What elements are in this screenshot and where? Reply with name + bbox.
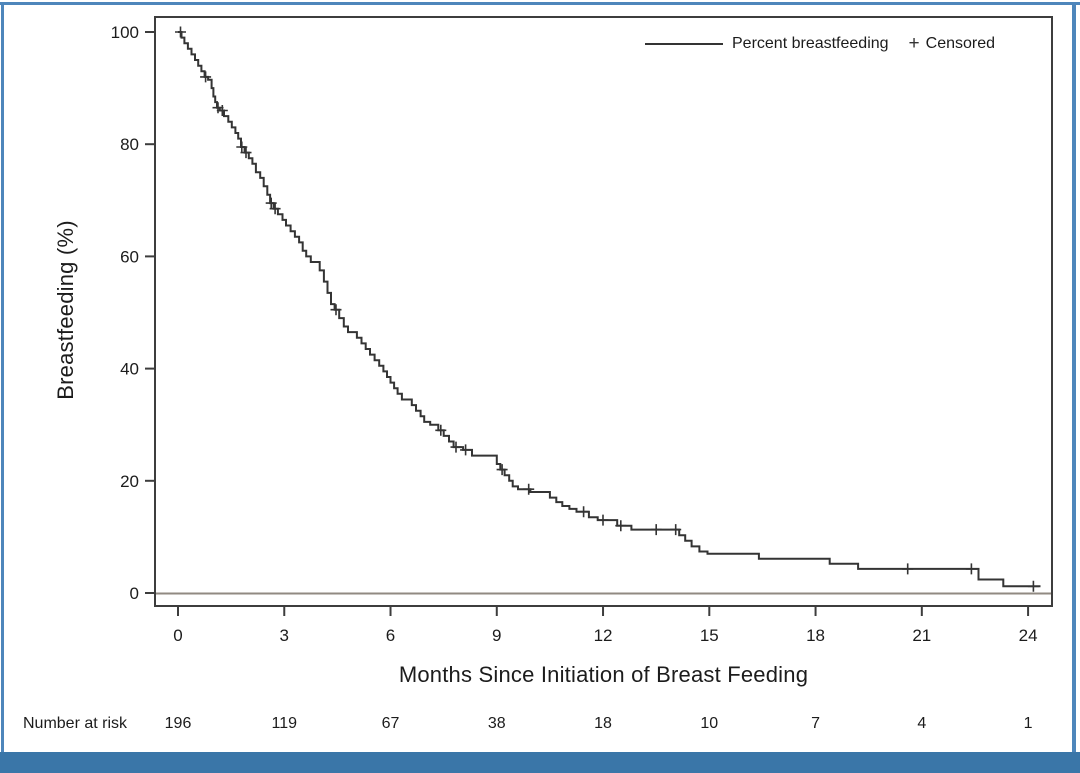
legend-censored-label: Censored <box>925 34 996 52</box>
x-tick-label: 3 <box>280 626 289 645</box>
number-at-risk-value: 7 <box>811 715 820 732</box>
censored-mark <box>269 203 281 215</box>
number-at-risk-value: 38 <box>488 715 506 732</box>
censored-plus-icon: + <box>908 33 920 54</box>
censored-mark <box>578 506 590 518</box>
number-at-risk-value: 67 <box>382 715 400 732</box>
frame-border-right <box>1072 2 1076 752</box>
number-at-risk-value: 4 <box>917 715 926 732</box>
number-at-risk-value: 10 <box>700 715 718 732</box>
x-tick-label: 24 <box>1019 626 1038 645</box>
km-curve <box>178 31 1041 588</box>
censored-mark <box>496 464 508 476</box>
y-tick-label: 80 <box>120 135 139 154</box>
y-tick-label: 60 <box>120 247 139 266</box>
censored-mark <box>523 483 535 495</box>
y-axis-title: Breastfeeding (%) <box>53 220 78 400</box>
censored-mark <box>597 514 609 526</box>
legend-series-label: Percent breastfeeding <box>732 34 889 52</box>
censored-mark <box>650 524 662 536</box>
censored-mark <box>200 71 212 83</box>
x-tick-label: 6 <box>386 626 395 645</box>
number-at-risk-value: 18 <box>594 715 612 732</box>
censored-mark <box>236 141 248 153</box>
x-axis-title: Months Since Initiation of Breast Feedin… <box>398 662 809 687</box>
censored-mark <box>965 563 977 575</box>
x-tick-label: 18 <box>806 626 825 645</box>
number-at-risk-value: 196 <box>165 715 192 732</box>
y-tick-label: 100 <box>111 23 139 42</box>
frame-bottom-bar <box>0 752 1080 773</box>
y-tick-label: 40 <box>120 360 139 379</box>
x-tick-label: 9 <box>492 626 501 645</box>
censored-mark <box>175 26 186 38</box>
x-tick-label: 21 <box>912 626 931 645</box>
frame-border-top <box>0 2 1080 5</box>
censored-mark <box>902 563 914 575</box>
censored-mark <box>1027 580 1039 592</box>
x-tick-label: 0 <box>173 626 182 645</box>
censored-mark <box>435 424 447 436</box>
number-at-risk-value: 119 <box>272 715 298 732</box>
x-tick-label: 12 <box>594 626 613 645</box>
x-tick-label: 15 <box>700 626 719 645</box>
censored-mark <box>330 304 342 316</box>
censored-mark <box>216 105 228 116</box>
censored-mark <box>450 441 462 453</box>
censored-mark <box>265 197 277 209</box>
censored-mark <box>670 524 682 536</box>
number-at-risk-value: 1 <box>1024 715 1033 732</box>
y-tick-label: 0 <box>130 584 139 603</box>
number-at-risk-label: Number at risk <box>23 715 128 732</box>
censored-mark <box>615 520 627 532</box>
y-tick-label: 20 <box>120 472 139 491</box>
km-chart-canvas: 0 3 6 9 12 15 18 21 24 0 20 40 60 80 100 Number at risk… <box>23 16 1053 732</box>
frame-border-left <box>1 2 4 752</box>
censored-mark <box>460 444 472 456</box>
legend: Percent breastfeeding + Censored <box>645 34 995 53</box>
censored-mark <box>240 147 252 159</box>
series-line-swatch <box>645 42 723 45</box>
